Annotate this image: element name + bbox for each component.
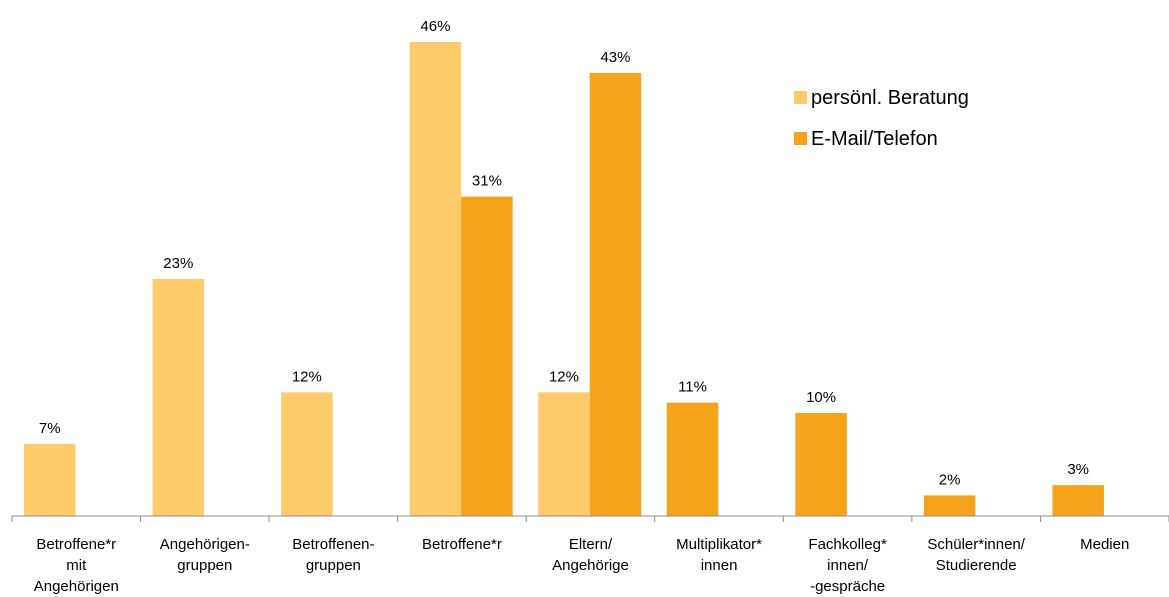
x-tick-label-line: Betroffene*r — [422, 536, 502, 553]
data-label-email-telefon-5: 11% — [678, 379, 707, 396]
bar-email-telefon-4 — [589, 72, 642, 516]
legend-label-persoenl-beratung: persönl. Beratung — [811, 87, 969, 109]
bar-email-telefon-3 — [461, 196, 513, 516]
bar-email-telefon-6 — [795, 412, 847, 516]
x-tick-label-line: Betroffenen- — [292, 536, 374, 553]
bar-persoenl-beratung-0 — [24, 443, 76, 516]
x-tick-label-1: Angehörigen-gruppen — [160, 536, 250, 574]
x-tick-label-line: Angehörige — [552, 557, 629, 574]
data-label-email-telefon-7: 2% — [939, 471, 961, 488]
legend-swatch-persoenl-beratung — [794, 91, 807, 104]
x-tick-label-2: Betroffenen-gruppen — [292, 536, 374, 574]
data-label-email-telefon-3: 31% — [472, 173, 502, 190]
x-tick-label-8: Medien — [1080, 536, 1129, 553]
data-label-email-telefon-4: 43% — [600, 49, 630, 66]
x-tick-label-3: Betroffene*r — [422, 536, 502, 553]
x-tick-label-line: Angehörigen- — [160, 536, 250, 553]
data-labels-layer: 7% 23% 12% 46% 31% 12% 43% 11% 10% 2% 3% — [39, 18, 1089, 488]
bar-persoenl-beratung-3 — [409, 42, 462, 516]
x-tick-label-line: -gespräche — [810, 578, 885, 595]
legend-label-email-telefon: E-Mail/Telefon — [811, 128, 938, 150]
x-tick-label-7: Schüler*innen/Studierende — [927, 536, 1025, 574]
x-tick-label-line: innen/ — [827, 557, 869, 574]
data-label-email-telefon-8: 3% — [1067, 461, 1089, 478]
data-label-persoenl-beratung-0: 7% — [39, 420, 61, 437]
bar-persoenl-beratung-1 — [152, 279, 205, 516]
x-tick-label-5: Multiplikator* innen — [676, 536, 762, 574]
x-tick-label-line: mit — [66, 557, 87, 574]
x-tick-label-line: Fachkolleg* — [808, 536, 887, 553]
x-tick-label-line: Eltern/ — [569, 536, 613, 553]
x-tick-label-line: gruppen — [306, 557, 361, 574]
data-label-persoenl-beratung-2: 12% — [292, 368, 322, 385]
x-tick-label-line: Betroffene*r — [36, 536, 116, 553]
x-tick-label-6: Fachkolleg* innen/ -gespräche — [808, 536, 887, 595]
legend-swatch-email-telefon — [794, 132, 807, 145]
bars-layer — [24, 42, 1104, 516]
legend: persönl. Beratung E-Mail/Telefon — [794, 87, 969, 150]
data-label-email-telefon-6: 10% — [806, 389, 836, 406]
data-label-persoenl-beratung-1: 23% — [163, 255, 193, 272]
x-tick-label-line: Angehörigen — [34, 578, 119, 595]
bar-email-telefon-7 — [923, 495, 976, 516]
x-tick-label-0: Betroffene*r mit Angehörigen — [34, 536, 119, 595]
data-label-persoenl-beratung-3: 46% — [420, 18, 450, 35]
x-axis — [11, 515, 1169, 522]
bar-persoenl-beratung-4 — [538, 392, 590, 516]
data-label-persoenl-beratung-4: 12% — [549, 368, 579, 385]
x-tick-label-4: Eltern/Angehörige — [552, 536, 629, 574]
x-tick-label-line: Studierende — [936, 557, 1017, 574]
x-tick-label-line: gruppen — [177, 557, 232, 574]
x-tick-labels: Betroffene*r mit Angehörigen Angehörigen-gr… — [34, 536, 1130, 595]
x-tick-label-line: innen — [701, 557, 738, 574]
bar-email-telefon-5 — [666, 402, 719, 516]
x-tick-label-line: Medien — [1080, 536, 1129, 553]
x-tick-label-line: Multiplikator* — [676, 536, 762, 553]
bar-email-telefon-8 — [1052, 485, 1104, 516]
x-tick-label-line: Schüler*innen/ — [927, 536, 1025, 553]
bar-persoenl-beratung-2 — [281, 392, 333, 516]
